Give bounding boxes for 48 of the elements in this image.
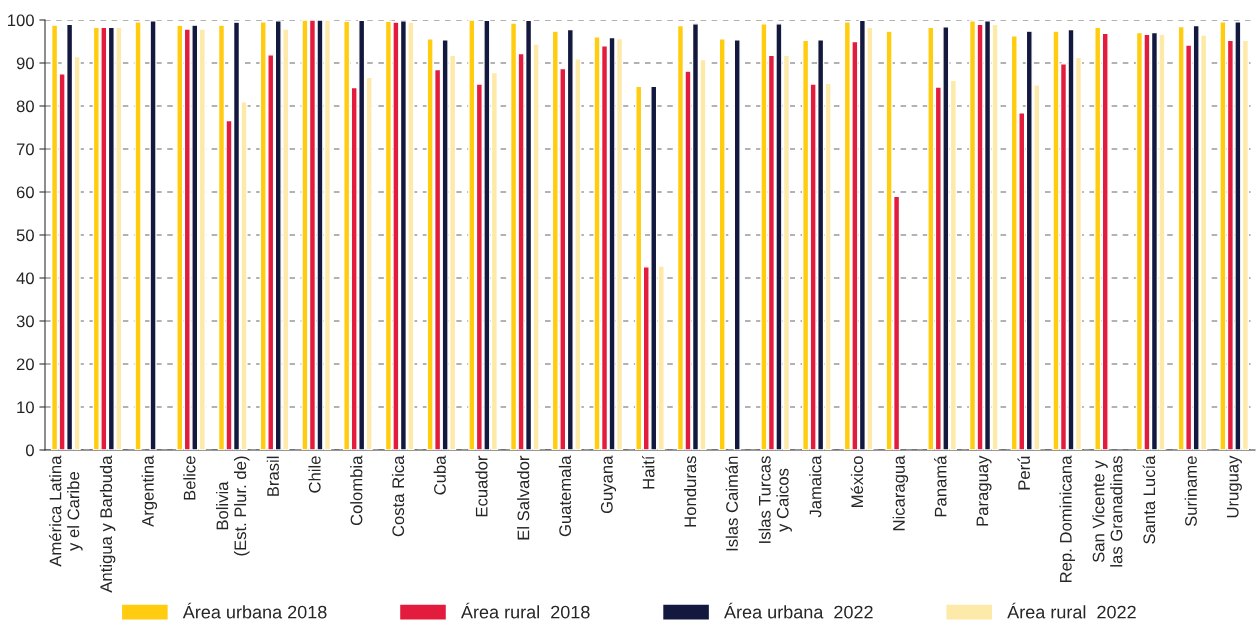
y-tick-label: 70: [16, 143, 34, 156]
x-tick-label: Antigua y Barbuda: [99, 455, 116, 593]
y-tick-label: 60: [16, 186, 34, 199]
x-tick-label: Cuba: [433, 455, 446, 495]
y-tick-label: 50: [16, 229, 34, 242]
bar: [134, 21, 142, 450]
x-tick-label: San Vicente y las Granadinas: [1092, 456, 1123, 567]
y-tick-label: 100: [8, 14, 34, 27]
y-tick-label: 40: [16, 272, 34, 285]
x-tick-label: Jamaica: [809, 455, 822, 518]
y-tick-label: 20: [16, 358, 34, 371]
x-tick-label: Panamá: [934, 455, 947, 517]
x-tick-label: Haití: [642, 455, 655, 489]
legend-label: Área rural 2022: [1007, 602, 1136, 619]
bar: [718, 38, 726, 450]
x-tick-label: Ecuador: [475, 455, 488, 517]
y-tick-label: 90: [16, 57, 34, 70]
x-tick-label: Nicaragua: [892, 455, 909, 531]
bar: [149, 20, 157, 450]
x-tick-label: Paraguay: [976, 455, 992, 526]
x-tick-label: Colombia: [350, 455, 363, 526]
legend-label: Área urbana 2022: [724, 602, 873, 619]
x-tick-label: Suriname: [1184, 456, 1197, 527]
x-tick-label: Costa Rica: [391, 455, 405, 537]
x-tick-label: Guatemala: [558, 455, 572, 537]
x-tick-label: Chile: [308, 456, 321, 493]
bar: [733, 39, 741, 450]
x-tick-label: Brasil: [266, 456, 279, 496]
x-tick-label: Honduras: [683, 456, 697, 527]
y-tick-label: 30: [16, 315, 34, 328]
x-tick-label: Santa Lucía: [1142, 455, 1156, 544]
y-tick-label: 80: [16, 100, 34, 113]
x-tick-label: Islas Caimán: [725, 456, 738, 551]
y-tick-label: 10: [17, 401, 34, 414]
x-tick-label: México: [850, 456, 864, 507]
y-tick-label: 0: [25, 444, 34, 457]
x-tick-label: El Salvador: [517, 455, 530, 540]
x-tick-label: Uruguay: [1226, 455, 1242, 518]
x-tick-label: Bolivia (Est. Plur. de): [216, 456, 250, 556]
x-tick-label: Argentina: [141, 455, 158, 527]
legend-label: Área rural 2018: [460, 602, 590, 619]
x-tick-label: América Latina y el Caribe: [48, 455, 83, 567]
legend-label: Área urbana 2018: [182, 602, 327, 619]
x-tick-label: Perú: [1017, 456, 1030, 490]
x-tick-label: Islas Turcas y Caicos: [758, 456, 792, 543]
x-tick-label: Guyana: [600, 455, 617, 514]
x-tick-label: Rep. Dominicana: [1059, 455, 1076, 583]
x-tick-label: Belice: [183, 456, 196, 500]
